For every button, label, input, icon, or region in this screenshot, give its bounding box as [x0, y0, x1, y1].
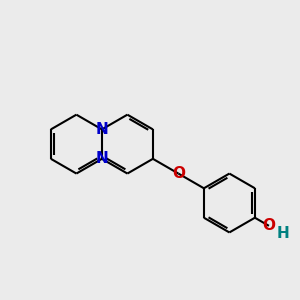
Text: H: H	[277, 226, 289, 242]
Text: O: O	[262, 218, 275, 233]
Text: N: N	[95, 151, 108, 166]
Text: N: N	[95, 122, 108, 137]
Text: O: O	[172, 166, 185, 181]
